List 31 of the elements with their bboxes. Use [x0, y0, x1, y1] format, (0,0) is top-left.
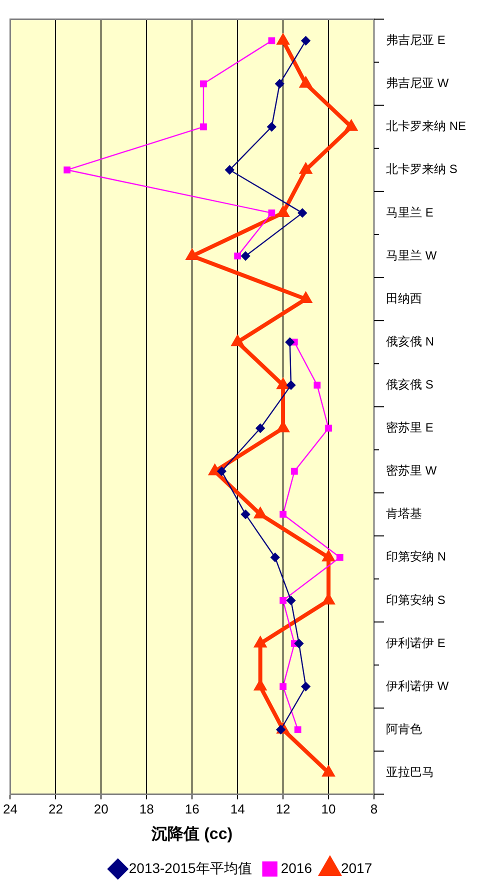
- x-tick-label: 20: [94, 802, 108, 817]
- y-tick-label: 俄亥俄 S: [386, 377, 434, 392]
- y-tick-label: 北卡罗来纳 S: [386, 162, 458, 176]
- x-tick-label: 10: [321, 802, 336, 817]
- y-tick-label: 亚拉巴马: [386, 764, 434, 779]
- y-tick-label: 肯塔基: [386, 506, 422, 521]
- x-tick-label: 16: [184, 802, 200, 817]
- x-tick-label: 22: [48, 802, 63, 817]
- y-tick-label: 马里兰 E: [386, 205, 434, 220]
- legend-label: 2016: [280, 860, 312, 876]
- y-tick-label: 印第安纳 N: [386, 550, 446, 564]
- y-tick-label: 伊利诺伊 W: [386, 678, 450, 693]
- y-tick-label: 田纳西: [386, 291, 422, 306]
- y-tick-label: 密苏里 W: [386, 464, 438, 478]
- legend-label: 2013-2015年平均值: [128, 860, 252, 876]
- y-tick-label: 印第安纳 S: [386, 592, 446, 607]
- x-axis-title: 沉降值 (cc): [150, 824, 233, 843]
- y-tick-label: 俄亥俄 N: [386, 334, 434, 348]
- x-tick-label: 18: [139, 802, 154, 817]
- x-tick-label: 12: [276, 802, 290, 817]
- legend-label: 2017: [340, 860, 372, 876]
- y-tick-label: 弗吉尼亚 W: [386, 76, 450, 90]
- x-tick-label: 14: [230, 802, 245, 817]
- y-tick-label: 密苏里 E: [386, 420, 434, 435]
- y-tick-label: 马里兰 W: [386, 248, 438, 262]
- y-tick-label: 伊利诺伊 E: [386, 636, 446, 650]
- x-tick-label: 8: [370, 802, 378, 817]
- y-tick-label: 北卡罗来纳 NE: [386, 119, 466, 134]
- x-tick-label: 24: [2, 802, 18, 817]
- y-tick-label: 阿肯色: [386, 722, 422, 736]
- y-tick-label: 弗吉尼亚 E: [386, 33, 446, 48]
